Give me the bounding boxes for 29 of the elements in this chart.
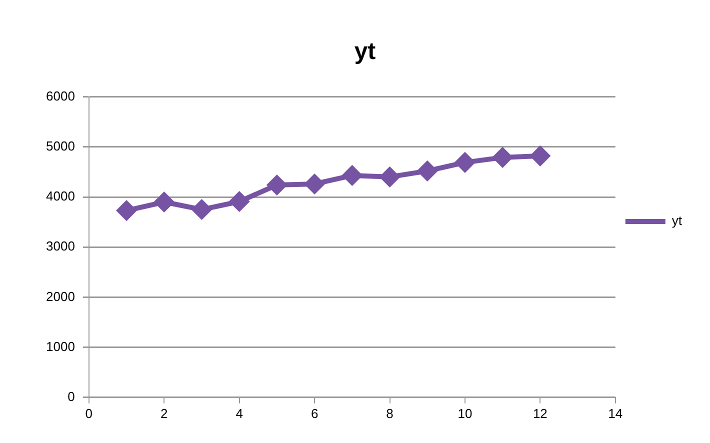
- legend-label: yt: [672, 213, 682, 228]
- point: [305, 174, 324, 194]
- chart-title: yt: [354, 38, 376, 66]
- x-tick-label: 10: [458, 406, 472, 421]
- point: [192, 200, 212, 220]
- y-tick-label: 4000: [46, 188, 75, 204]
- y-tick-label: 1000: [46, 338, 75, 354]
- y-tick-label: 2000: [46, 288, 75, 304]
- point: [267, 175, 286, 194]
- x-tick-label: 4: [236, 406, 243, 421]
- point: [230, 192, 249, 212]
- x-tick-label: 8: [386, 406, 394, 421]
- x-tick-label: 12: [532, 406, 548, 421]
- point: [342, 166, 362, 185]
- x-tick-label: 2: [160, 406, 168, 421]
- y-tick-label: 6000: [46, 88, 75, 104]
- point: [493, 148, 512, 167]
- point: [154, 192, 174, 212]
- point: [380, 167, 400, 186]
- point: [117, 201, 136, 220]
- x-tick-label: 14: [608, 406, 623, 421]
- y-tick-label: 0: [68, 388, 75, 404]
- x-tick-label: 0: [85, 406, 93, 421]
- point: [418, 161, 437, 180]
- y-tick-label: 5000: [46, 138, 75, 154]
- point: [455, 152, 474, 172]
- y-tick-label: 3000: [46, 238, 75, 254]
- x-tick-label: 6: [310, 406, 318, 421]
- point: [530, 146, 550, 166]
